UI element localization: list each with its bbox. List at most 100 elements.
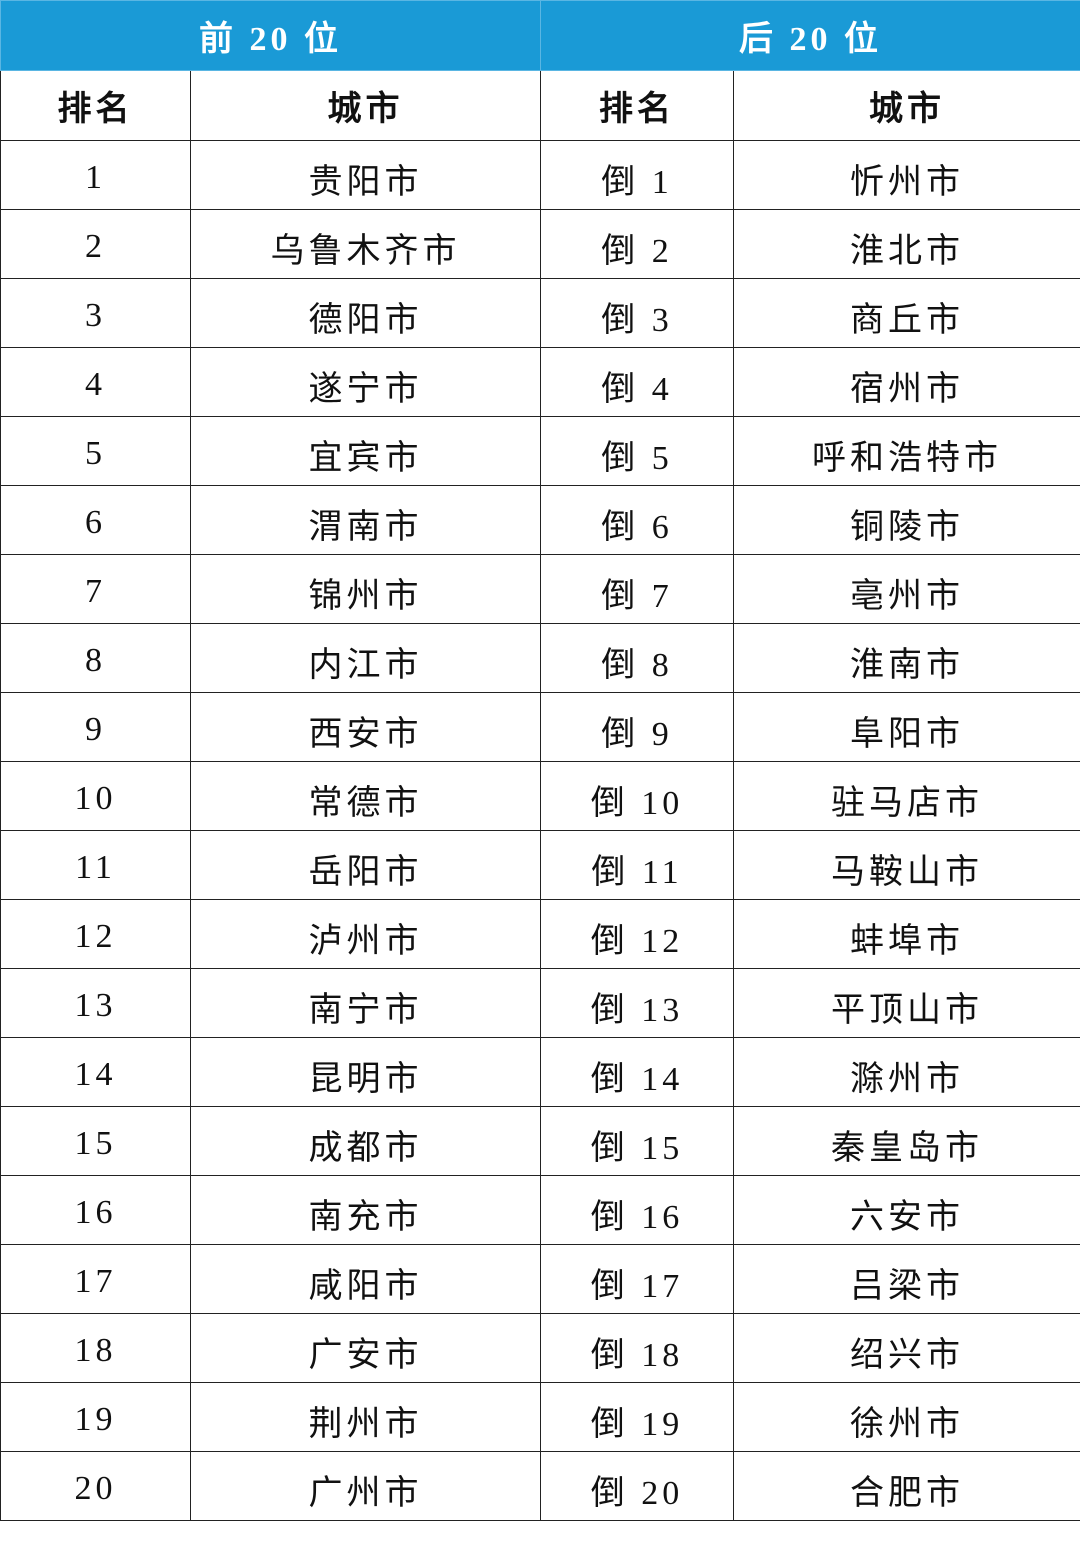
table-row: 5 宜宾市倒 5 呼和浩特市 <box>0 416 1080 486</box>
rank-cell: 20 <box>0 1451 191 1521</box>
city-cell: 秦皇岛市 <box>733 1106 1080 1176</box>
table-row: 20 广州市倒 20 合肥市 <box>0 1451 1080 1521</box>
city-cell: 内江市 <box>190 623 541 693</box>
city-cell: 荆州市 <box>190 1382 541 1452</box>
group-header: 后 20 位 <box>540 0 1080 71</box>
table-row: 2 乌鲁木齐市倒 2 淮北市 <box>0 209 1080 279</box>
rank-cell: 16 <box>0 1175 191 1245</box>
rank-cell: 倒 1 <box>540 140 734 210</box>
column-header: 城市 <box>190 70 541 141</box>
group-header-row: 前 20 位后 20 位 <box>0 0 1080 71</box>
table-row: 3 德阳市倒 3 商丘市 <box>0 278 1080 348</box>
rank-cell: 1 <box>0 140 191 210</box>
rank-cell: 倒 10 <box>540 761 734 831</box>
table-row: 7 锦州市倒 7 亳州市 <box>0 554 1080 624</box>
city-cell: 宿州市 <box>733 347 1080 417</box>
city-cell: 合肥市 <box>733 1451 1080 1521</box>
rank-cell: 倒 7 <box>540 554 734 624</box>
group-header: 前 20 位 <box>0 0 541 71</box>
rank-cell: 倒 17 <box>540 1244 734 1314</box>
city-cell: 渭南市 <box>190 485 541 555</box>
city-cell: 亳州市 <box>733 554 1080 624</box>
table-row: 15 成都市倒 15 秦皇岛市 <box>0 1106 1080 1176</box>
rank-cell: 倒 18 <box>540 1313 734 1383</box>
rank-cell: 17 <box>0 1244 191 1314</box>
rank-cell: 倒 2 <box>540 209 734 279</box>
table-row: 12 泸州市倒 12 蚌埠市 <box>0 899 1080 969</box>
table-row: 1 贵阳市倒 1 忻州市 <box>0 140 1080 210</box>
city-cell: 滁州市 <box>733 1037 1080 1107</box>
city-cell: 乌鲁木齐市 <box>190 209 541 279</box>
rank-cell: 8 <box>0 623 191 693</box>
table-row: 8 内江市倒 8 淮南市 <box>0 623 1080 693</box>
rank-cell: 倒 15 <box>540 1106 734 1176</box>
city-cell: 淮北市 <box>733 209 1080 279</box>
rank-cell: 12 <box>0 899 191 969</box>
rank-cell: 5 <box>0 416 191 486</box>
column-header: 城市 <box>733 70 1080 141</box>
city-cell: 忻州市 <box>733 140 1080 210</box>
rank-cell: 倒 12 <box>540 899 734 969</box>
rank-cell: 倒 4 <box>540 347 734 417</box>
rank-cell: 7 <box>0 554 191 624</box>
table-row: 13 南宁市倒 13 平顶山市 <box>0 968 1080 1038</box>
city-cell: 西安市 <box>190 692 541 762</box>
rank-cell: 倒 19 <box>540 1382 734 1452</box>
city-cell: 南充市 <box>190 1175 541 1245</box>
city-cell: 德阳市 <box>190 278 541 348</box>
rank-cell: 倒 13 <box>540 968 734 1038</box>
rank-cell: 2 <box>0 209 191 279</box>
table-row: 18 广安市倒 18 绍兴市 <box>0 1313 1080 1383</box>
rank-cell: 倒 5 <box>540 416 734 486</box>
city-cell: 广安市 <box>190 1313 541 1383</box>
city-cell: 岳阳市 <box>190 830 541 900</box>
city-cell: 吕梁市 <box>733 1244 1080 1314</box>
city-cell: 昆明市 <box>190 1037 541 1107</box>
rank-cell: 倒 16 <box>540 1175 734 1245</box>
rank-cell: 倒 9 <box>540 692 734 762</box>
table-row: 11 岳阳市倒 11 马鞍山市 <box>0 830 1080 900</box>
rank-cell: 18 <box>0 1313 191 1383</box>
city-cell: 遂宁市 <box>190 347 541 417</box>
rank-cell: 倒 11 <box>540 830 734 900</box>
city-cell: 六安市 <box>733 1175 1080 1245</box>
city-cell: 淮南市 <box>733 623 1080 693</box>
city-cell: 铜陵市 <box>733 485 1080 555</box>
rank-cell: 9 <box>0 692 191 762</box>
table-row: 14 昆明市倒 14 滁州市 <box>0 1037 1080 1107</box>
city-cell: 商丘市 <box>733 278 1080 348</box>
rank-cell: 14 <box>0 1037 191 1107</box>
table-row: 19 荆州市倒 19 徐州市 <box>0 1382 1080 1452</box>
column-header: 排名 <box>0 70 191 141</box>
city-cell: 南宁市 <box>190 968 541 1038</box>
rank-cell: 倒 14 <box>540 1037 734 1107</box>
rank-cell: 15 <box>0 1106 191 1176</box>
city-cell: 宜宾市 <box>190 416 541 486</box>
city-cell: 咸阳市 <box>190 1244 541 1314</box>
table-row: 6 渭南市倒 6 铜陵市 <box>0 485 1080 555</box>
city-cell: 绍兴市 <box>733 1313 1080 1383</box>
rank-cell: 4 <box>0 347 191 417</box>
table-row: 10 常德市倒 10 驻马店市 <box>0 761 1080 831</box>
table-row: 9 西安市倒 9 阜阳市 <box>0 692 1080 762</box>
city-cell: 驻马店市 <box>733 761 1080 831</box>
rank-cell: 倒 3 <box>540 278 734 348</box>
city-cell: 阜阳市 <box>733 692 1080 762</box>
rank-cell: 19 <box>0 1382 191 1452</box>
city-cell: 马鞍山市 <box>733 830 1080 900</box>
rank-cell: 3 <box>0 278 191 348</box>
column-header: 排名 <box>540 70 734 141</box>
city-cell: 徐州市 <box>733 1382 1080 1452</box>
rank-cell: 倒 6 <box>540 485 734 555</box>
table-row: 16 南充市倒 16 六安市 <box>0 1175 1080 1245</box>
rank-cell: 10 <box>0 761 191 831</box>
city-cell: 呼和浩特市 <box>733 416 1080 486</box>
city-cell: 蚌埠市 <box>733 899 1080 969</box>
rank-cell: 倒 8 <box>540 623 734 693</box>
city-cell: 成都市 <box>190 1106 541 1176</box>
rank-cell: 11 <box>0 830 191 900</box>
rank-cell: 13 <box>0 968 191 1038</box>
